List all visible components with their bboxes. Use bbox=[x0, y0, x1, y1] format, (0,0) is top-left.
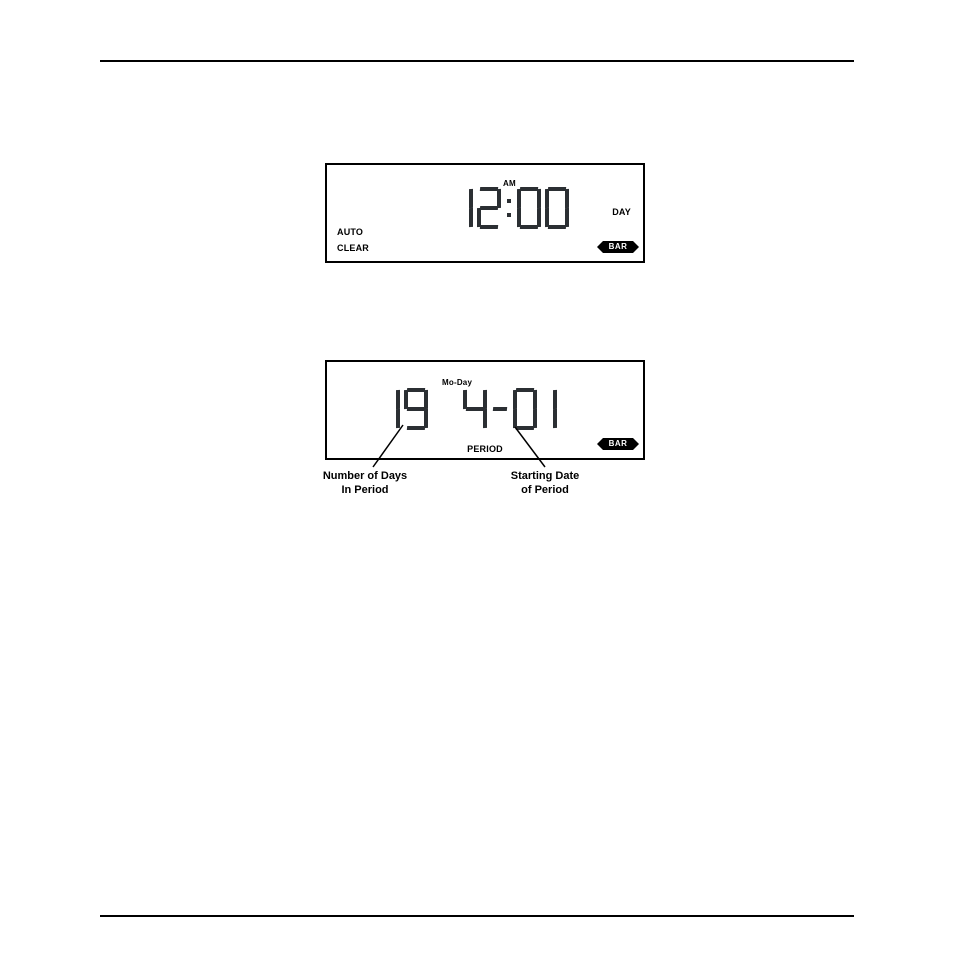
annotation-text: Starting Date bbox=[511, 470, 579, 482]
days-readout bbox=[382, 388, 430, 430]
annotation-text: Number of Days bbox=[323, 470, 407, 482]
time-readout bbox=[455, 187, 571, 229]
lcd-display-2: Mo-Day PERIOD BAR bbox=[325, 360, 645, 460]
day-label: DAY bbox=[612, 207, 631, 217]
clear-label: CLEAR bbox=[337, 243, 369, 253]
bar-icon: BAR bbox=[603, 241, 633, 253]
auto-label: AUTO bbox=[337, 227, 363, 237]
page: AM DAY AUTO CLEAR BAR Mo-Day PERIOD BAR … bbox=[0, 0, 954, 954]
auto-clear-label: AUTO CLEAR bbox=[337, 223, 369, 255]
period-label: PERIOD bbox=[467, 444, 503, 454]
bottom-rule bbox=[100, 915, 854, 917]
annotation-starting-date: Starting Date of Period bbox=[480, 470, 610, 498]
callout-lines bbox=[0, 0, 954, 954]
mo-day-label: Mo-Day bbox=[442, 378, 472, 387]
lcd-display-1: AM DAY AUTO CLEAR BAR bbox=[325, 163, 645, 263]
date-readout bbox=[461, 388, 559, 430]
top-rule bbox=[100, 60, 854, 62]
annotation-days-in-period: Number of Days In Period bbox=[300, 470, 430, 498]
annotation-text: In Period bbox=[341, 484, 388, 496]
annotation-text: of Period bbox=[521, 484, 569, 496]
bar-icon: BAR bbox=[603, 438, 633, 450]
